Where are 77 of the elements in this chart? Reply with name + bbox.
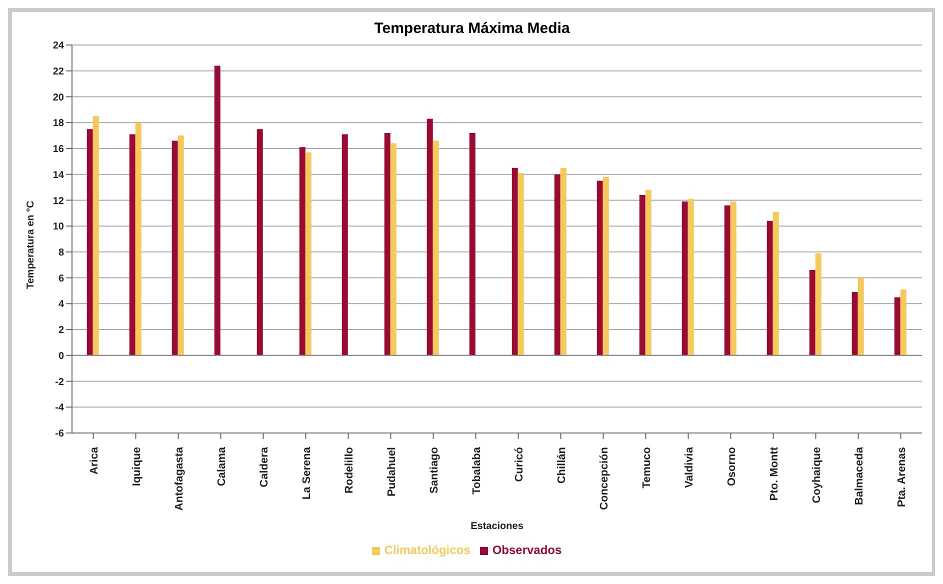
y-tick-label: 8 [58,247,64,258]
y-tick-label: 2 [58,325,64,336]
bar [645,190,652,356]
bar [426,118,433,356]
bar [214,66,220,356]
bar [86,129,93,356]
bar [390,143,396,356]
x-tick-label: Tobalaba [470,446,483,494]
bar [682,201,688,356]
bar [730,201,736,356]
bar [554,174,560,356]
bar [432,140,439,356]
bar [305,152,312,356]
bar [809,270,816,356]
bar [342,134,348,356]
x-tick-label: Santiago [428,446,440,494]
bar [602,176,609,356]
y-tick-label: 20 [52,92,64,104]
x-tick-label: Antofagasta [173,446,186,511]
y-tick-label: 4 [58,299,64,310]
y-tick-label: 16 [52,144,64,156]
y-tick-label: -6 [55,428,64,440]
x-tick-label: Chillán [556,446,568,484]
x-axis-title: Estaciones [470,521,524,532]
bar [639,195,646,356]
bar [724,205,730,356]
bar [135,122,142,356]
bar [815,253,822,356]
legend-label: Climatológicos [384,543,470,557]
bar [469,132,476,356]
bar [512,168,518,356]
x-tick-label: Pudahuel [386,447,398,497]
bar [92,116,99,356]
y-tick-label: -2 [55,376,64,388]
x-tick-label: Temuco [640,446,653,488]
bar [299,147,306,356]
bar [688,198,694,356]
x-tick-label: Caldera [258,446,270,488]
x-tick-label: La Serena [300,446,313,500]
bar [129,134,136,356]
x-tick-label: Rodelillo [343,446,356,494]
y-axis-title: Temperatura en °C [26,200,37,289]
x-tick-label: Osorno [726,446,738,486]
bar [560,168,566,356]
bar [384,132,390,356]
bar [766,220,773,356]
y-tick-label: 24 [52,40,64,52]
x-tick-label: Calama [216,446,228,486]
x-tick-label: Coyhaique [810,447,823,504]
x-tick-label: Arica [88,446,100,475]
bar [256,129,263,356]
bar [894,297,900,356]
y-tick-label: 12 [52,196,64,207]
y-tick-label: 22 [52,66,64,78]
bar [518,173,524,356]
y-tick-label: 0 [58,350,64,362]
x-tick-label: Curicó [513,446,526,482]
bar [772,212,779,356]
x-tick-label: Pta. Arenas [896,447,908,508]
bar [900,289,906,356]
bar [852,292,858,356]
x-tick-label: Iquique [130,447,143,486]
legend-label: Observados [492,543,562,557]
chart-title: Temperatura Máxima Media [373,20,571,37]
y-tick-label: 6 [58,273,64,284]
bar [596,180,603,356]
x-tick-label: Concepción [598,446,610,510]
bar [178,136,184,356]
x-tick-label: Pto. Montt [768,446,780,501]
y-tick-label: -4 [55,402,64,414]
y-tick-label: 18 [52,118,64,130]
y-tick-label: 14 [52,170,64,181]
bar [858,278,864,356]
x-tick-label: Valdivia [683,446,696,488]
x-tick-label: Balmaceda [853,446,866,506]
bar [172,140,178,356]
y-tick-label: 10 [52,222,64,233]
